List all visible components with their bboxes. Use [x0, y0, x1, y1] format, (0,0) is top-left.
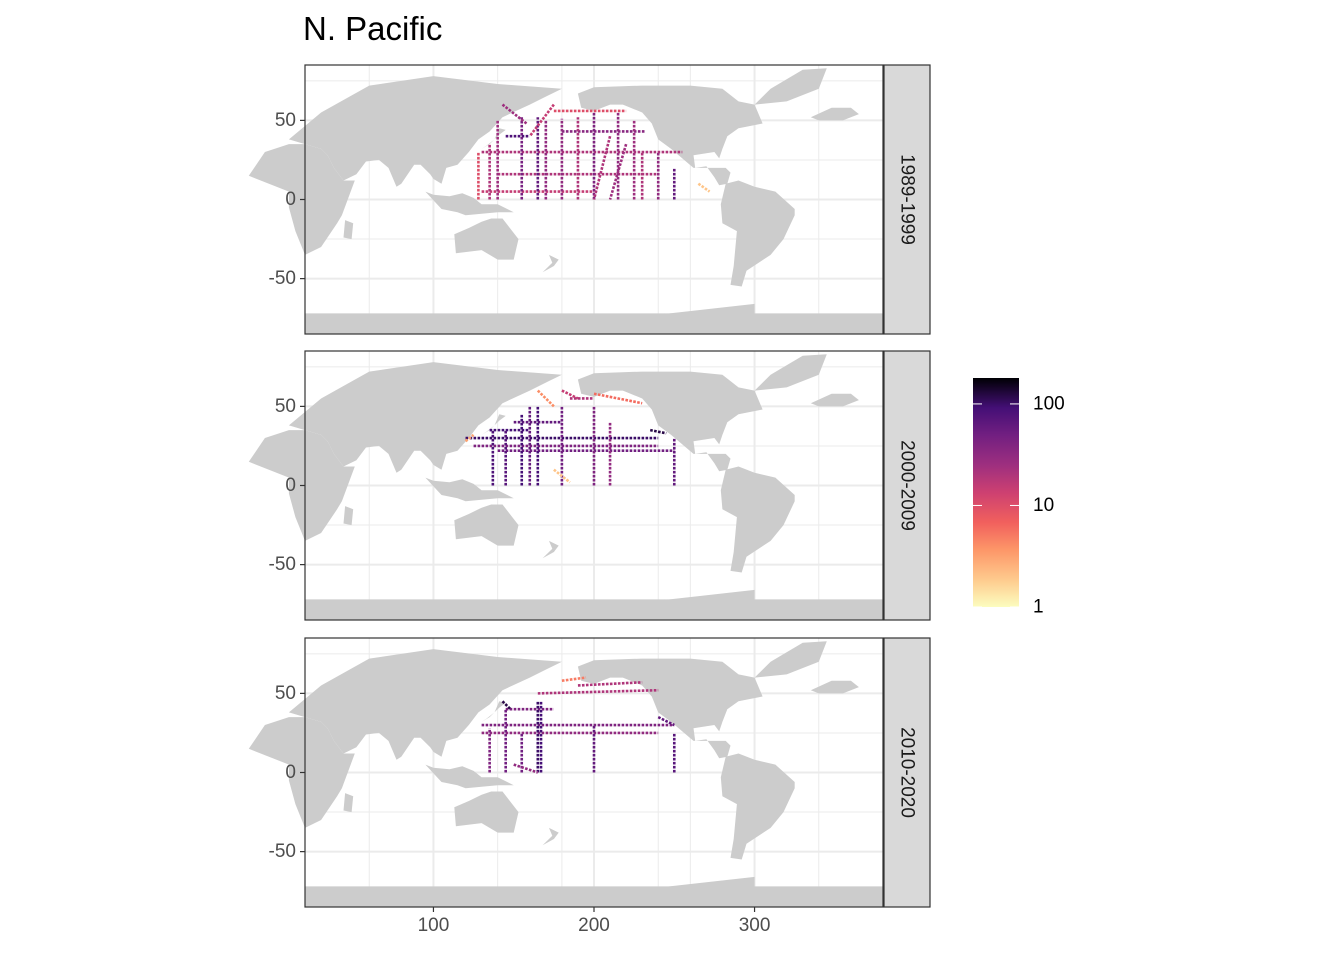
land-polygon — [754, 641, 827, 678]
y-tick-label: 50 — [275, 110, 296, 131]
land-polygon — [288, 76, 562, 187]
facet-strip — [883, 64, 931, 335]
heatmap-cell-track — [513, 763, 539, 774]
heatmap-cell-track — [537, 688, 659, 695]
heatmap-cell-track — [501, 103, 528, 125]
land-polygon — [305, 313, 883, 334]
y-tick-label: 50 — [275, 396, 296, 417]
heatmap-cell-track — [608, 143, 628, 200]
land-polygon — [454, 504, 519, 546]
heatmap-cell-track — [657, 715, 675, 727]
land-polygon — [577, 371, 763, 472]
facet-panels: 1989-1999 50 0 -50 2000-2009 50 0 -50 2010-2020 5… — [248, 64, 931, 908]
land-polygon — [481, 701, 506, 722]
land-polygon — [343, 220, 354, 240]
y-tick-label: 0 — [285, 189, 296, 210]
facet-panel: 1989-1999 50 0 -50 — [248, 64, 931, 335]
colorbar-gradient — [973, 378, 1019, 607]
heatmap-cell-track — [464, 433, 475, 443]
heatmap-tracks — [464, 389, 676, 486]
heatmap-cell-track — [697, 182, 711, 193]
land-polygon — [754, 354, 827, 391]
colorbar-tick-label: 10 — [1033, 495, 1054, 516]
heatmap-cell-track — [561, 676, 587, 683]
land-polygon — [626, 876, 755, 892]
facet-panel: 2010-2020 50 0 -50 — [248, 637, 931, 908]
land-polygon — [454, 218, 519, 260]
heatmap-cell-track — [501, 700, 512, 711]
colorbar-legend: 100 10 1 — [973, 378, 1065, 618]
land-polygon — [343, 506, 354, 526]
land-polygon — [425, 764, 514, 789]
land-polygon — [425, 191, 514, 216]
heatmap-cell-track — [577, 681, 643, 687]
land-polygon — [454, 791, 519, 833]
heatmap-cell-track — [593, 392, 643, 405]
land-polygon — [810, 393, 859, 407]
facet-strip — [883, 637, 931, 908]
land-polygon — [305, 886, 883, 907]
x-tick-label: 300 — [739, 915, 771, 936]
heatmap-tracks — [481, 676, 676, 774]
x-tick-label: 200 — [578, 915, 610, 936]
y-tick-label: -50 — [269, 554, 296, 575]
x-tick-label: 100 — [418, 915, 450, 936]
facet-strip — [883, 350, 931, 621]
heatmap-cell-track — [528, 103, 555, 137]
colorbar-ticks: 100 10 1 — [973, 393, 1065, 618]
heatmap-cell-track — [649, 428, 667, 435]
y-tick-label: -50 — [269, 841, 296, 862]
land-polygon — [720, 466, 795, 573]
colorbar-tick-label: 1 — [1033, 597, 1044, 618]
facet-strip-label: 2010-2020 — [897, 727, 918, 818]
y-tick-label: -50 — [269, 268, 296, 289]
heatmap-cell-track — [592, 135, 612, 200]
y-tick-label: 50 — [275, 683, 296, 704]
heatmap-cell-track — [561, 389, 579, 400]
heatmap-cell-track — [553, 468, 571, 484]
land-polygon — [542, 827, 559, 846]
facet-panel: 2000-2009 50 0 -50 — [248, 350, 931, 621]
y-tick-label: 0 — [285, 475, 296, 496]
x-axis: 100 200 300 — [418, 907, 771, 936]
land-polygon — [481, 414, 506, 435]
land-polygon — [288, 649, 562, 760]
land-polygon — [542, 254, 559, 273]
land-polygon — [481, 128, 506, 149]
colorbar-tick-label: 100 — [1033, 393, 1065, 414]
land-polygon — [626, 589, 755, 605]
land-polygon — [577, 658, 763, 759]
heatmap-tracks — [477, 103, 711, 200]
land-polygon — [720, 180, 795, 287]
land-basemap — [248, 68, 883, 334]
facet-strip-label: 1989-1999 — [897, 154, 918, 245]
facet-strip-label: 2000-2009 — [897, 440, 918, 531]
land-polygon — [288, 362, 562, 473]
land-polygon — [542, 540, 559, 559]
land-polygon — [577, 85, 763, 186]
land-polygon — [810, 107, 859, 121]
land-basemap — [248, 641, 883, 907]
land-polygon — [810, 680, 859, 694]
chart-title: N. Pacific — [303, 10, 442, 47]
land-polygon — [626, 303, 755, 319]
land-polygon — [425, 477, 514, 502]
land-polygon — [343, 793, 354, 813]
land-polygon — [305, 599, 883, 620]
land-polygon — [754, 68, 827, 105]
y-tick-label: 0 — [285, 762, 296, 783]
land-polygon — [720, 753, 795, 860]
